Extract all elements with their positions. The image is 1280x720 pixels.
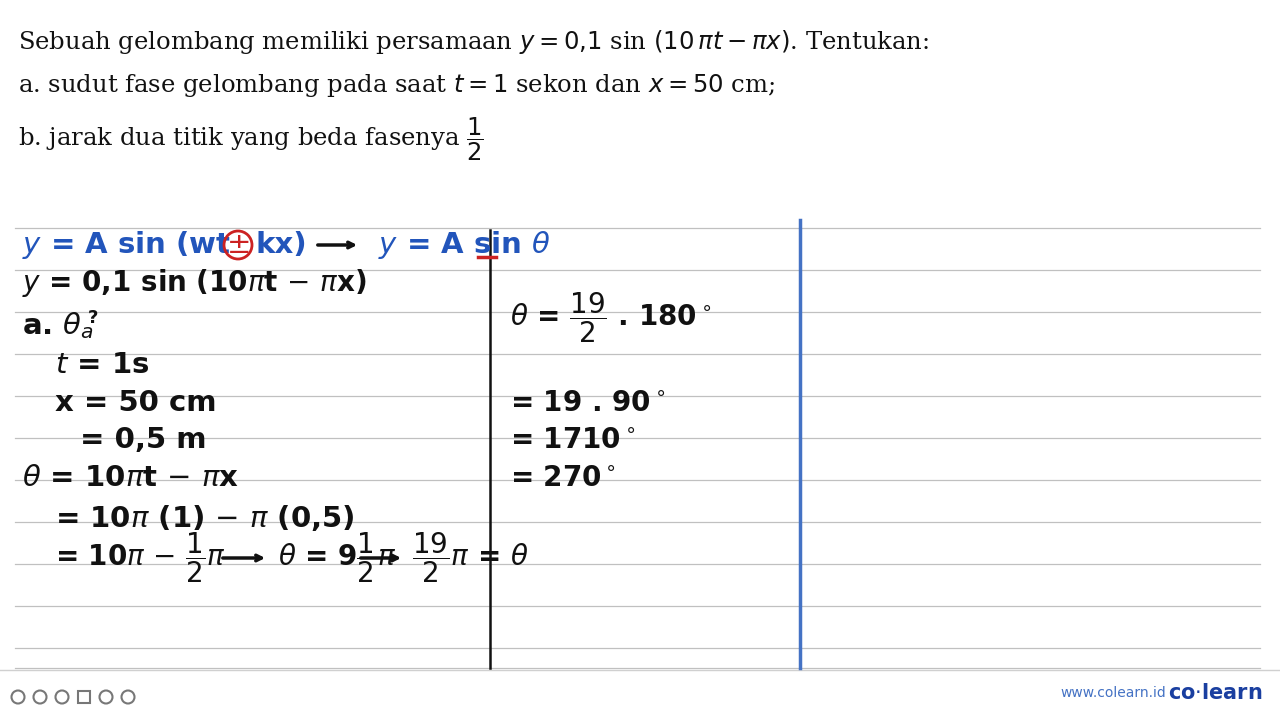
Text: co$\cdot$learn: co$\cdot$learn [1169, 683, 1262, 703]
Bar [78, 691, 90, 703]
Text: b. jarak dua titik yang beda fasenya $\dfrac{1}{2}$: b. jarak dua titik yang beda fasenya $\d… [18, 115, 484, 163]
Text: = 1710$^\circ$: = 1710$^\circ$ [509, 426, 635, 454]
Text: = 19 . 90$^\circ$: = 19 . 90$^\circ$ [509, 389, 666, 417]
Text: a. $\theta_a$: a. $\theta_a$ [22, 310, 93, 341]
Text: kx): kx) [255, 231, 307, 259]
Text: a. sudut fase gelombang pada saat $t = 1$ sekon dan $x = 50$ cm;: a. sudut fase gelombang pada saat $t = 1… [18, 72, 776, 99]
Text: = 0,5 m: = 0,5 m [79, 426, 206, 454]
Text: $\theta$ = 9$\dfrac{1}{2}\pi$: $\theta$ = 9$\dfrac{1}{2}\pi$ [278, 531, 397, 585]
Text: Sebuah gelombang memiliki persamaan $y = 0{,}1$ sin $(10\,\pi t - \pi x)$. Tentu: Sebuah gelombang memiliki persamaan $y =… [18, 28, 929, 56]
Text: $t$ = 1s: $t$ = 1s [55, 351, 150, 379]
Text: $y$ = A sin $\theta$: $y$ = A sin $\theta$ [378, 229, 550, 261]
Text: $\pm$: $\pm$ [227, 231, 250, 259]
Text: ?: ? [88, 309, 99, 327]
Text: = 270$^\circ$: = 270$^\circ$ [509, 464, 616, 492]
Text: $y$ = A sin (wt: $y$ = A sin (wt [22, 229, 230, 261]
Text: $\theta$ = $\dfrac{19}{2}$ . 180$^\circ$: $\theta$ = $\dfrac{19}{2}$ . 180$^\circ$ [509, 291, 712, 346]
Text: $\theta$ = 10$\pi$t $-$ $\pi$x: $\theta$ = 10$\pi$t $-$ $\pi$x [22, 464, 239, 492]
Text: = 10$\pi$ (1) $-$ $\pi$ (0,5): = 10$\pi$ (1) $-$ $\pi$ (0,5) [55, 503, 355, 533]
Text: = 10$\pi$ $-$ $\dfrac{1}{2}\pi$: = 10$\pi$ $-$ $\dfrac{1}{2}\pi$ [55, 531, 227, 585]
Text: $y$ = 0,1 sin (10$\pi$t $-$ $\pi$x): $y$ = 0,1 sin (10$\pi$t $-$ $\pi$x) [22, 267, 367, 299]
Text: $\dfrac{19}{2}\pi$ = $\theta$: $\dfrac{19}{2}\pi$ = $\theta$ [412, 531, 529, 585]
Text: x = 50 cm: x = 50 cm [55, 389, 216, 417]
Text: www.colearn.id: www.colearn.id [1060, 686, 1166, 700]
